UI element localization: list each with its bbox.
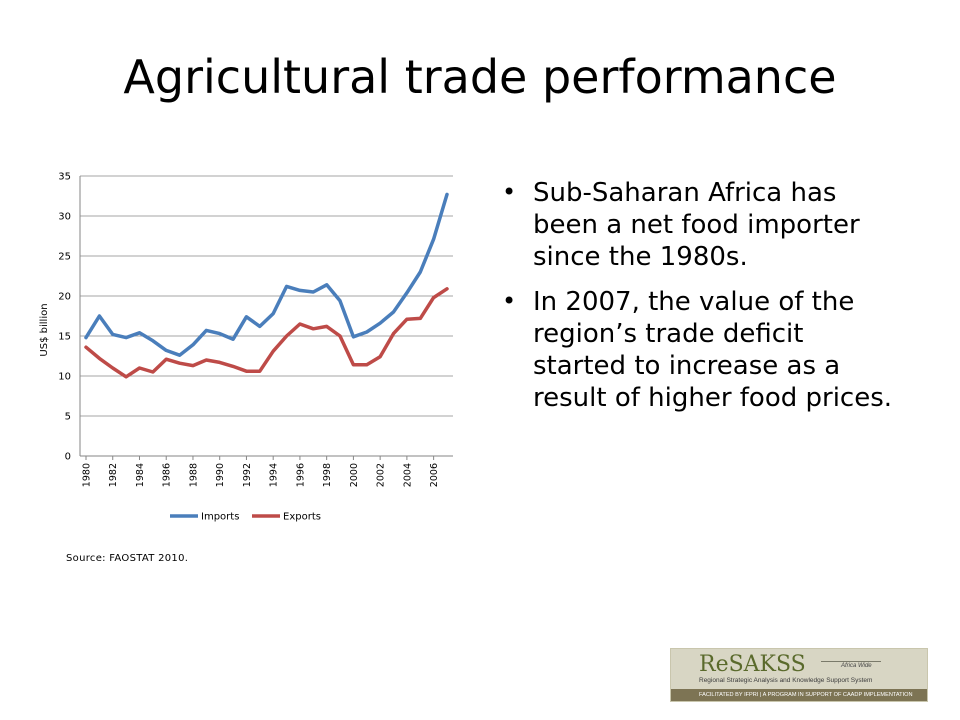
legend-label: Imports: [201, 512, 239, 523]
resakss-logo: ReSAKSS Africa Wide Regional Strategic A…: [670, 648, 928, 702]
series-line-imports: [84, 192, 449, 357]
bullet-item: • Sub-Saharan Africa has been a net food…: [496, 178, 896, 274]
x-tick-label: 1996: [295, 463, 306, 487]
logo-tagline: Regional Strategic Analysis and Knowledg…: [699, 677, 873, 684]
y-tick-label: 0: [65, 452, 71, 463]
y-tick-label: 30: [58, 212, 71, 223]
x-tick-label: 1988: [188, 463, 199, 487]
slide-title: Agricultural trade performance: [123, 50, 837, 104]
logo-region: Africa Wide: [841, 663, 872, 669]
x-tick-label: 1984: [135, 463, 146, 487]
bullet-dot-icon: •: [502, 178, 517, 206]
trade-chart-svg: 0 5 10 15 20 25 30 35 1980 1982 1984 1986 1988 1990 19…: [39, 172, 453, 523]
y-tick-label: 5: [65, 412, 71, 423]
x-tick-label: 1990: [215, 463, 226, 487]
y-tick-label: 10: [58, 372, 71, 383]
logo-footer: FACILITATED BY IFPRI | A PROGRAM IN SUPP…: [671, 689, 927, 701]
bullet-text: Sub-Saharan Africa has been a net food i…: [533, 178, 860, 272]
bullet-text: In 2007, the value of the region’s trade…: [533, 286, 893, 413]
bullet-item: • In 2007, the value of the region’s tra…: [496, 287, 896, 415]
x-tick-label: 2006: [429, 463, 440, 487]
trade-chart: 0 5 10 15 20 25 30 35 1980 1982 1984 1986 1988 1990 19…: [30, 160, 470, 540]
x-tick-label: 2004: [402, 463, 413, 487]
y-tick-label: 20: [58, 292, 71, 303]
legend-label: Exports: [283, 512, 321, 523]
x-tick-label: 1992: [242, 463, 253, 487]
bullet-dot-icon: •: [502, 286, 517, 315]
x-tick-label: 2002: [376, 463, 387, 487]
y-axis-label: US$ billion: [39, 303, 50, 356]
x-tick-label: 1980: [82, 463, 93, 487]
bullet-list: • Sub-Saharan Africa has been a net food…: [496, 178, 896, 428]
x-tick-label: 1982: [108, 463, 119, 487]
y-tick-label: 35: [58, 172, 71, 183]
x-tick-label: 1998: [322, 463, 333, 487]
series-line-exports: [84, 287, 449, 379]
x-tick-label: 1986: [162, 463, 173, 487]
source-note: Source: FAOSTAT 2010.: [66, 553, 189, 564]
y-tick-label: 25: [58, 252, 71, 263]
y-tick-label: 15: [58, 332, 71, 343]
x-tick-label: 2000: [349, 463, 360, 487]
logo-brand: ReSAKSS: [699, 652, 806, 677]
logo-divider: [821, 661, 881, 662]
x-tick-label: 1994: [269, 463, 280, 487]
